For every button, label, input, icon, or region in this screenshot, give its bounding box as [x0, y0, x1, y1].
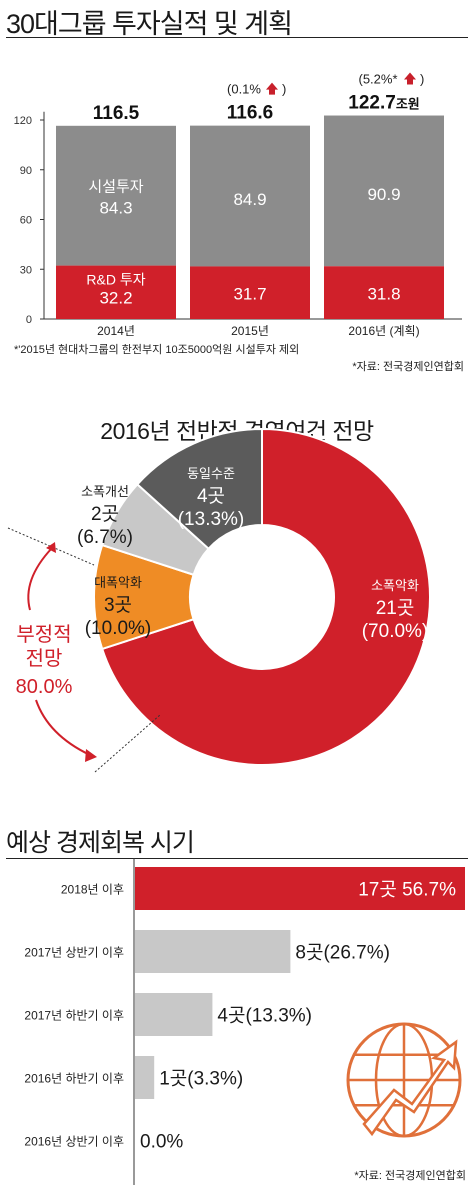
facility-bar-segment [56, 125, 176, 266]
recovery-category-label: 2016년 하반기 이후 [24, 1072, 124, 1086]
growth-paren: ) [420, 72, 424, 87]
slice-count-label: 3곳 [104, 595, 132, 616]
recovery-category-label: 2017년 하반기 이후 [24, 1009, 124, 1023]
total-label: 116.6 [227, 103, 274, 124]
y-tick-label: 0 [26, 314, 32, 326]
negative-outlook-pct: 80.0% [16, 676, 73, 698]
donut-slice [135, 427, 263, 551]
donut-slice [100, 427, 431, 766]
investment-source: *자료: 전국경제인연합회 [352, 361, 464, 373]
total-label: 116.5 [93, 103, 140, 124]
recovery-bar [135, 993, 213, 1036]
slice-name-label: 동일수준 [187, 466, 235, 481]
rd-value-label: 31.8 [367, 285, 400, 304]
slice-pct-label: (70.0%) [362, 621, 429, 642]
globe-growth-icon [346, 1022, 462, 1138]
recovery-value-label: 1곳(3.3%) [159, 1069, 243, 1090]
x-category-label: 2014년 [97, 324, 135, 338]
y-tick-label: 90 [20, 165, 32, 177]
recovery-value-label: 8곳(26.7%) [295, 943, 390, 964]
growth-up-arrow-icon [266, 82, 278, 95]
slice-name-label: 대폭악화 [94, 575, 142, 590]
y-tick-label: 120 [14, 115, 32, 127]
recovery-bar [135, 1056, 155, 1099]
negative-arrow-up-icon [46, 542, 56, 553]
slice-count-label: 21곳 [376, 598, 415, 619]
recovery-value-label: 4곳(13.3%) [217, 1006, 312, 1027]
negative-arc-top [27, 547, 53, 611]
facility-bar-segment [324, 115, 444, 267]
total-unit: 조원 [396, 97, 420, 112]
recovery-chart-title: 예상 경제회복 시기 [6, 829, 195, 857]
total-label: 122.7조원 [348, 93, 419, 114]
slice-pct-label: (10.0%) [85, 618, 152, 639]
x-category-label: 2015년 [231, 324, 269, 338]
facility-series-label: 시설투자 [88, 179, 143, 196]
rd-series-label: R&D 투자 [86, 272, 145, 288]
rd-value-label: 32.2 [99, 289, 132, 308]
rd-bar-segment [56, 265, 176, 319]
title-underline [6, 37, 468, 38]
rd-bar-segment [324, 266, 444, 319]
recovery-title-underline [6, 858, 468, 859]
y-tick-label: 30 [20, 264, 32, 276]
recovery-category-label: 2018년 이후 [61, 883, 124, 897]
recovery-category-label: 2017년 상반기 이후 [24, 946, 124, 960]
recovery-bar [135, 930, 291, 973]
x-category-label: 2016년 (계획) [348, 324, 419, 338]
negative-arc-bottom [35, 699, 91, 756]
slice-pct-label: (13.3%) [178, 509, 245, 530]
recovery-bar [135, 867, 465, 910]
rd-bar-segment [190, 266, 310, 319]
y-tick-label: 60 [20, 215, 32, 227]
facility-bar-segment [190, 125, 310, 267]
negative-bracket-bottom-line [94, 714, 161, 773]
investment-chart-title: 30대그룹 투자실적 및 계획 [6, 9, 293, 39]
facility-value-label: 90.9 [367, 185, 400, 204]
slice-name-label: 소폭개선 [81, 484, 129, 499]
slice-count-label: 4곳 [197, 486, 225, 507]
recovery-value-label: 17곳 56.7% [358, 880, 456, 901]
growth-paren: ) [282, 82, 286, 97]
growth-arrow-icon [362, 1039, 458, 1137]
negative-outlook-label: 부정적 [16, 623, 71, 646]
rd-value-label: 31.7 [233, 285, 266, 304]
facility-value-label: 84.3 [99, 199, 132, 218]
facility-value-label: 84.9 [233, 190, 266, 209]
slice-name-label: 소폭악화 [371, 578, 419, 593]
slice-pct-label: (6.7%) [77, 527, 133, 548]
negative-outlook-label: 전망 [26, 647, 63, 670]
growth-up-arrow-icon [404, 72, 416, 85]
recovery-category-label: 2016년 상반기 이후 [24, 1135, 124, 1149]
recovery-value-label: 0.0% [140, 1132, 183, 1153]
investment-footnote: *'2015년 현대차그룹의 한전부지 10조5000억원 시설투자 제외 [14, 344, 300, 356]
negative-arrow-down-icon [85, 749, 97, 762]
slice-count-label: 2곳 [91, 504, 119, 525]
recovery-source: *자료: 전국경제인연합회 [354, 1170, 466, 1182]
growth-label: (5.2%* [358, 72, 397, 87]
growth-label: (0.1% [227, 82, 261, 97]
